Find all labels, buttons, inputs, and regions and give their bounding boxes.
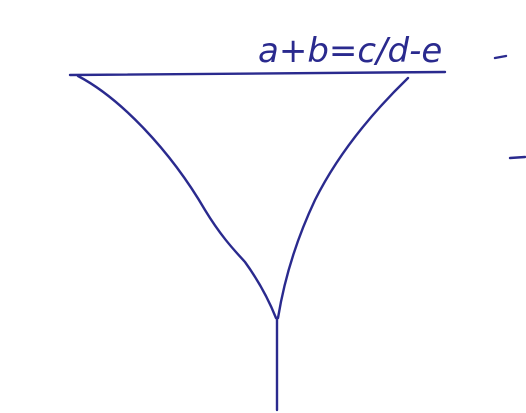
right-branch [276,76,410,320]
edge-tick-bottom [508,155,526,160]
left-branch [76,74,278,320]
handwritten-expression: a+b=c/d-e [258,31,442,71]
edge-tick-top [493,54,508,60]
horizontal-line [68,70,447,77]
